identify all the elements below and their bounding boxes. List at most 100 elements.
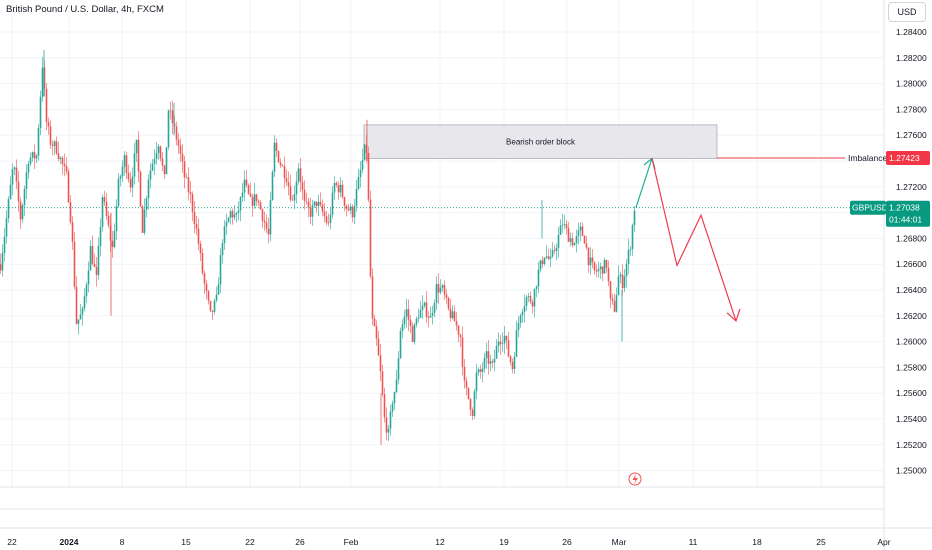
time-tick-label: 26 xyxy=(295,537,305,547)
candle-body xyxy=(209,300,212,311)
candle-body xyxy=(281,165,284,167)
candle-body xyxy=(399,330,402,359)
candle-body xyxy=(15,167,18,182)
candle-body xyxy=(19,201,22,220)
candle-body xyxy=(253,194,256,206)
price-tick-label: 1.28000 xyxy=(896,79,927,89)
order-block-label: Bearish order block xyxy=(506,138,576,147)
candle-body xyxy=(39,96,42,128)
candle-body xyxy=(17,181,20,202)
candle-body xyxy=(231,211,234,218)
candle-body xyxy=(155,152,158,159)
candle-body xyxy=(115,205,118,231)
candle-body xyxy=(555,247,558,251)
candle-body xyxy=(569,238,572,242)
candle-body xyxy=(485,351,488,358)
candle-body xyxy=(217,284,220,295)
candle-body xyxy=(53,141,56,146)
time-tick-label: 15 xyxy=(181,537,191,547)
candle-body xyxy=(159,146,162,159)
candle-body xyxy=(227,217,230,223)
candle-body xyxy=(303,189,306,201)
candle-body xyxy=(561,224,564,226)
candle-body xyxy=(443,285,446,295)
candle-body xyxy=(495,346,498,359)
candle-body xyxy=(219,255,222,285)
candle-body xyxy=(531,301,534,307)
candle-body xyxy=(401,324,404,331)
candle-body xyxy=(69,202,72,222)
candle-body xyxy=(421,305,424,310)
candle-body xyxy=(587,247,590,266)
candle-body xyxy=(117,178,120,206)
candle-body xyxy=(547,256,550,259)
candle-body xyxy=(297,168,300,182)
candle-body xyxy=(41,67,44,97)
lightning-icon[interactable] xyxy=(628,472,642,486)
candle-body xyxy=(111,240,114,248)
candle-body xyxy=(365,144,368,154)
imbalance-label-group: Imbalance 1.27423 xyxy=(848,151,930,166)
price-tick-label: 1.25000 xyxy=(896,466,927,476)
time-tick-label: 19 xyxy=(499,537,509,547)
candle-body xyxy=(5,218,8,237)
candle-body xyxy=(47,122,50,127)
candle-body xyxy=(277,150,280,163)
projection-arrows xyxy=(635,157,741,323)
candle-body xyxy=(123,155,126,167)
candle-body xyxy=(85,284,88,297)
candle-body xyxy=(285,178,288,183)
candle-body xyxy=(137,139,140,172)
price-tick-label: 1.25400 xyxy=(896,414,927,424)
candle-body xyxy=(439,287,442,293)
candle-body xyxy=(175,126,178,140)
candle-body xyxy=(267,228,270,235)
candle-body xyxy=(187,177,190,193)
price-tick-label: 1.26400 xyxy=(896,285,927,295)
candle-body xyxy=(283,166,286,179)
candle-body xyxy=(177,139,180,146)
candle-body xyxy=(603,259,606,274)
candle-body xyxy=(243,179,246,193)
candle-body xyxy=(591,257,594,263)
candle-body xyxy=(445,294,448,298)
candle-body xyxy=(121,166,124,177)
chart-grid xyxy=(0,0,885,487)
candle-body xyxy=(549,256,552,259)
candle-body xyxy=(613,300,616,312)
candle-body xyxy=(201,253,204,274)
candle-body xyxy=(419,309,422,318)
candle-body xyxy=(471,409,474,416)
candle-body xyxy=(413,324,416,342)
candle-body xyxy=(65,166,68,172)
candle-body xyxy=(579,226,582,231)
candle-body xyxy=(507,340,510,357)
candle-body xyxy=(79,314,82,320)
candle-body xyxy=(447,297,450,309)
bearish-order-block-zone[interactable] xyxy=(363,124,718,159)
candle-body xyxy=(341,184,344,198)
time-tick-label: Apr xyxy=(877,537,890,547)
candle-body xyxy=(205,283,208,292)
candle-body xyxy=(527,296,530,298)
candle-body xyxy=(551,250,554,257)
candle-body xyxy=(49,126,52,145)
candle-body xyxy=(625,263,628,277)
candle-body xyxy=(465,380,468,388)
time-axis-labels: 22 2024 8 15 22 26 Feb 12 19 26 Mar 11 18 25 Apr xyxy=(7,537,891,547)
candle-body xyxy=(389,411,392,429)
candle-body xyxy=(255,194,258,201)
candle-body xyxy=(619,274,622,277)
candle-body xyxy=(533,288,536,307)
candle-body xyxy=(13,167,16,170)
candle-body xyxy=(191,194,194,212)
candle-body xyxy=(195,224,198,229)
candle-body xyxy=(459,334,462,338)
candle-body xyxy=(429,315,432,318)
currency-button[interactable]: USD xyxy=(888,2,926,22)
candle-body xyxy=(37,127,40,156)
candle-body xyxy=(313,201,316,206)
price-tick-label: 1.28400 xyxy=(896,27,927,37)
candle-body xyxy=(25,172,28,189)
